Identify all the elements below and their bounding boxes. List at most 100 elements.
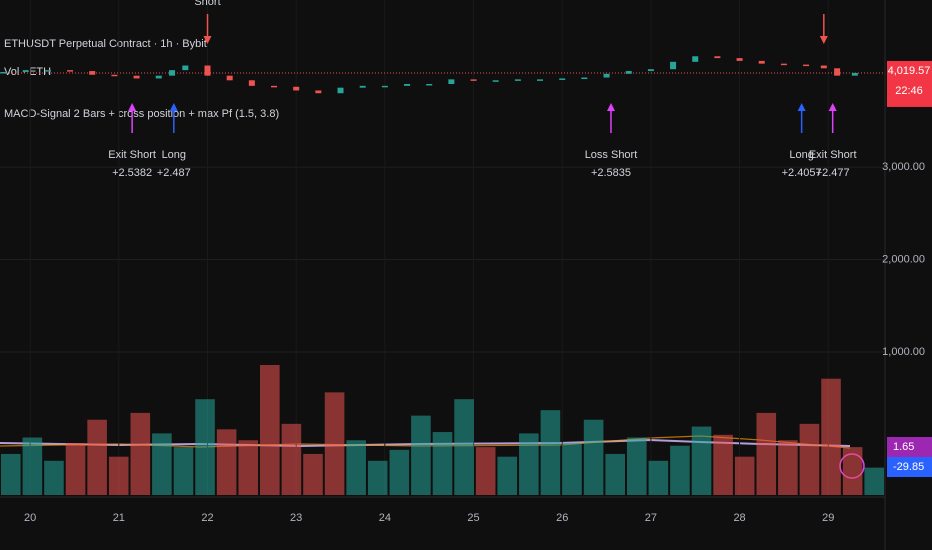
candle [736,58,743,61]
trade-name: Long [789,149,813,161]
trade-profit: +2.5382 [112,167,152,179]
candle [581,77,588,80]
candle [803,64,810,67]
volume-bar [260,365,280,495]
trade-profit: +2.487 [157,167,191,179]
candle [426,83,433,86]
trade-arrowhead [797,103,806,111]
candle [692,56,699,62]
short-arrowhead [819,36,828,44]
volume-bar [778,440,798,495]
indicator-tag [887,437,932,457]
indicator-label: -29.85 [893,461,924,473]
x-tick-label: 29 [822,512,834,524]
volume-bar [713,434,733,495]
candle [381,85,388,88]
candle [851,72,858,76]
volume-bar [281,423,302,495]
x-tick-label: 28 [733,512,745,524]
candle [111,74,118,77]
candle [492,80,499,82]
volume-bar [648,460,669,495]
trade-profit: +2.5835 [591,167,631,179]
countdown: 22:46 [895,85,923,97]
x-tick-label: 25 [467,512,479,524]
x-tick-label: 26 [556,512,568,524]
y-tick-label: 1,000.00 [882,346,925,358]
trade-name: Exit Short [809,149,857,161]
volume-bar [497,456,518,495]
candle [204,65,211,76]
volume-bar [367,460,388,495]
volume-bar [22,437,43,495]
trade-profit: +2.477 [816,167,850,179]
candle [834,68,841,76]
candle [758,60,765,64]
candle [714,56,721,59]
candle [133,75,140,79]
volume-bar [432,432,453,495]
candle [315,90,322,94]
candle [448,79,455,84]
volume-bar [670,445,690,495]
trade-arrowhead [606,103,615,111]
x-tick-label: 21 [113,512,125,524]
candle [625,71,632,74]
volume-bar [1,453,21,495]
candle [820,65,827,69]
candle [226,75,233,81]
volume-bar [626,437,647,495]
volume-bar [87,419,107,495]
candle [271,85,278,88]
candle [293,86,300,91]
trade-name: Exit Short [108,149,156,161]
price-label: 4,019.57 [888,65,931,77]
indicator-label: 1.65 [893,441,914,453]
volume-bar [195,399,215,495]
volume-bar [864,467,884,495]
volume-bar [303,453,323,495]
volume-bar [238,440,259,495]
candle [155,75,162,79]
volume-bar [411,415,431,495]
volume-bar [799,423,820,495]
chart-title: ETHUSDT Perpetual Contract · 1h · Bybit [4,38,207,50]
x-tick-label: 20 [24,512,36,524]
trade-arrowhead [128,103,137,111]
short-arrowhead [203,36,212,44]
trade-arrowhead [169,103,178,111]
candle [404,83,411,86]
volume-bar [605,453,625,495]
candle [359,85,366,88]
volume-bar [152,433,172,495]
y-tick-label: 3,000.00 [882,161,925,173]
volume-bar [389,449,410,495]
candle [169,70,176,76]
candle [514,79,521,81]
trade-profit: +2.4057 [782,167,822,179]
candle [182,65,189,71]
price-tag [887,60,932,107]
y-tick-label: 2,000.00 [882,253,925,265]
volume-bar [65,443,86,495]
candle [780,63,787,66]
indicator-tag [887,457,932,477]
volume-bar [346,440,366,495]
candle [559,78,566,80]
candle [470,79,477,81]
volume-bar [756,412,777,495]
candle [647,69,654,72]
volume-bar [130,412,151,495]
trade-name: Loss Short [585,149,638,161]
volume-bar [691,426,712,495]
volume-bar [216,429,237,495]
volume-bar [583,419,604,495]
x-tick-label: 22 [201,512,213,524]
volume-bar [324,392,345,495]
candle [337,87,344,94]
volume-bar [173,447,194,495]
candle [67,70,74,72]
x-tick-label: 24 [379,512,391,524]
short-name: Short [194,0,220,8]
